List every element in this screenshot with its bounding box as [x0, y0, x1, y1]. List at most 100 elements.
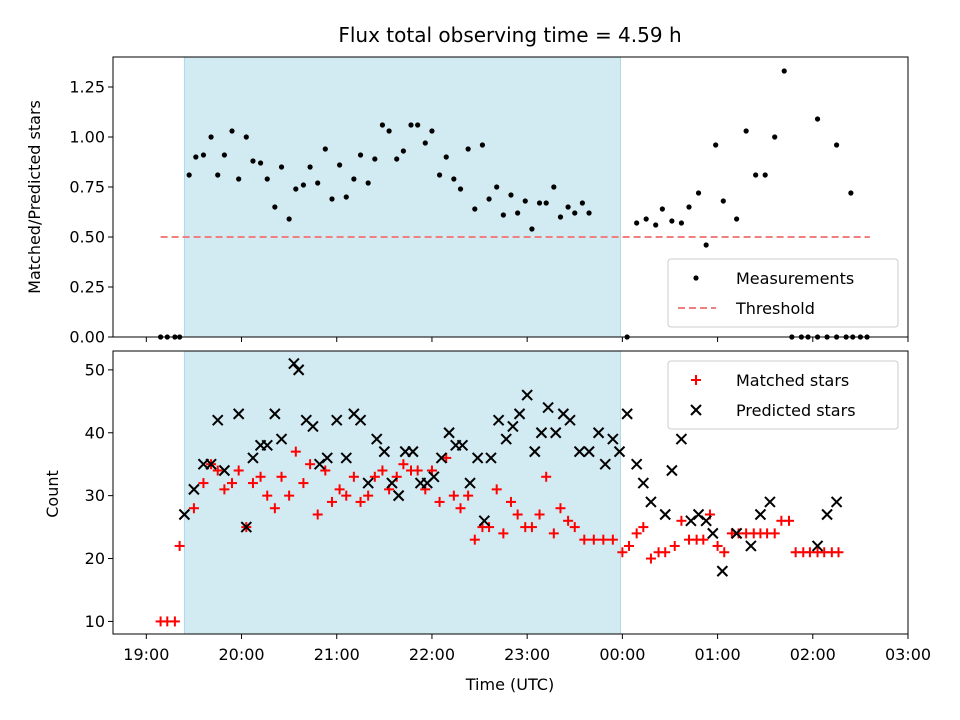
legend-predicted-swatch	[690, 404, 702, 416]
measurement-point	[772, 134, 778, 140]
predicted-star-point	[583, 445, 595, 458]
measurement-point	[193, 154, 199, 160]
y-tick-label: 0.75	[69, 178, 105, 197]
predicted-star-point	[269, 408, 281, 420]
predicted-star-point	[212, 414, 224, 426]
measurement-point	[322, 146, 328, 152]
predicted-star-point	[456, 439, 469, 452]
predicted-star-point	[645, 496, 657, 508]
measurement-point	[250, 158, 256, 164]
bottom-x-axis-label: Time (UTC)	[465, 675, 554, 694]
predicted-star-point	[321, 452, 333, 464]
predicted-star-point	[659, 508, 671, 521]
predicted-star-point	[521, 389, 533, 401]
y-tick-label: 0.25	[69, 278, 105, 297]
predicted-star-point	[464, 477, 476, 489]
predicted-star-point	[630, 458, 643, 470]
matched-star-point	[227, 478, 238, 489]
measurement-point	[634, 220, 640, 226]
measurement-point	[643, 216, 649, 222]
measurement-point	[486, 196, 492, 202]
matched-star-point	[212, 465, 223, 476]
matched-star-point	[448, 490, 459, 501]
matched-star-point	[624, 540, 635, 551]
predicted-star-point	[478, 515, 491, 527]
matched-star-point	[412, 465, 423, 476]
matched-star-point	[198, 478, 209, 489]
predicted-star-point	[564, 414, 576, 426]
measurement-point	[678, 220, 685, 226]
predicted-star-point	[500, 433, 512, 445]
measurement-point	[243, 134, 249, 140]
matched-star-point	[391, 471, 402, 482]
measurement-point	[465, 146, 471, 152]
top-y-axis-label: Matched/Predicted stars	[25, 100, 44, 294]
predicted-star-point	[811, 540, 824, 552]
measurement-point	[351, 176, 357, 182]
measurement-point	[257, 160, 264, 166]
predicted-star-point	[240, 521, 253, 533]
predicted-star-point	[261, 439, 273, 452]
predicted-star-point	[599, 458, 611, 470]
predicted-star-point	[205, 458, 217, 470]
matched-star-point	[398, 459, 409, 470]
predicted-star-point	[507, 420, 519, 433]
measurement-point	[814, 116, 821, 122]
matched-star-point	[598, 534, 609, 545]
predicted-star-point	[745, 540, 757, 552]
predicted-star-point	[392, 489, 405, 502]
matched-star-point	[607, 534, 618, 545]
predicted-star-point	[573, 445, 586, 458]
matched-star-point	[484, 522, 495, 533]
measurement-point	[734, 216, 740, 222]
y-tick-label: 0.50	[69, 228, 105, 247]
y-tick-label: 0.00	[69, 328, 105, 347]
matched-star-point	[698, 534, 709, 545]
matched-star-point	[676, 515, 687, 526]
predicted-star-point	[550, 427, 562, 439]
measurement-point	[379, 122, 386, 128]
predicted-star-point	[535, 427, 548, 439]
observing-window-shade	[183, 56, 621, 338]
matched-star-point	[719, 547, 730, 558]
matched-star-point	[247, 478, 258, 489]
measurement-point	[264, 176, 270, 182]
y-tick-label: 20	[85, 549, 105, 568]
y-tick-label: 1.00	[69, 128, 105, 147]
measurement-point	[236, 176, 242, 182]
matched-star-point	[363, 490, 374, 501]
y-tick-label: 30	[85, 486, 105, 505]
measurement-point	[653, 222, 659, 228]
measurement-point	[336, 162, 343, 168]
matched-star-point	[534, 509, 545, 520]
predicted-star-point	[232, 408, 245, 420]
measurement-point	[451, 176, 457, 182]
measurement-point	[286, 216, 292, 222]
matched-star-point	[455, 503, 466, 514]
predicted-star-point	[362, 477, 374, 489]
y-tick-label: 1.25	[69, 78, 105, 97]
y-tick-label: 10	[85, 612, 105, 631]
measurement-point	[272, 204, 278, 210]
matched-star-point	[441, 452, 452, 463]
predicted-star-point	[613, 445, 626, 458]
measurement-point	[833, 142, 840, 148]
bottom-panel: 10 20 30 40 50 19:00 20:00 21:00 22:00 23:00 00:00…	[85, 350, 931, 664]
matched-star-point	[579, 534, 590, 545]
measurement-point	[443, 154, 449, 160]
measurement-point	[293, 186, 299, 192]
matched-star-point	[262, 490, 273, 501]
legend-measurement-swatch	[693, 275, 699, 281]
matched-star-point	[463, 490, 474, 501]
matched-star-point	[638, 522, 649, 533]
matched-star-point	[312, 509, 323, 520]
matched-star-point	[334, 484, 345, 495]
predicted-star-point	[492, 414, 505, 426]
legend-label: Matched stars	[736, 371, 849, 390]
measurement-point	[215, 172, 221, 178]
predicted-star-point	[307, 420, 319, 433]
matched-star-point	[269, 503, 280, 514]
legend: Measurements Threshold	[667, 258, 899, 328]
measurement-point	[300, 182, 307, 188]
